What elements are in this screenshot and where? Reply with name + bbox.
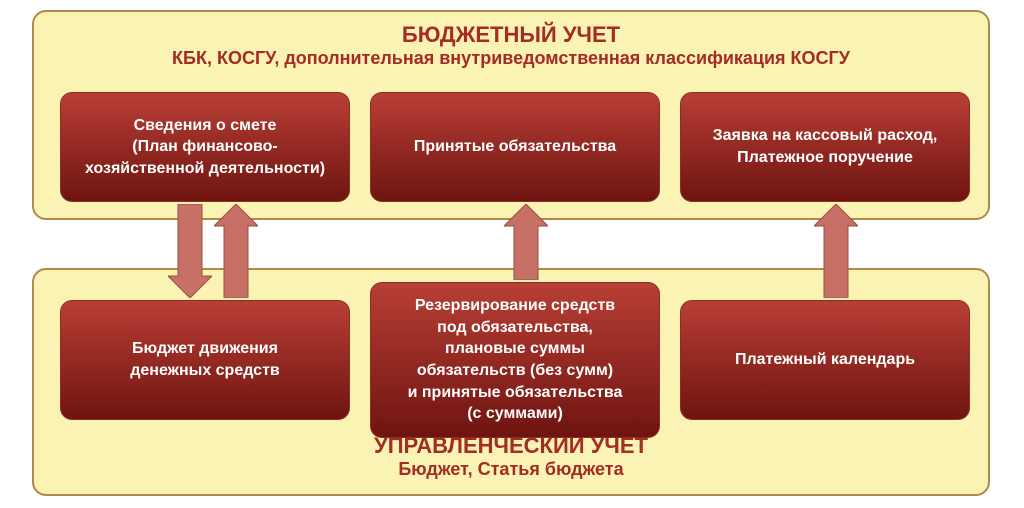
arrow-up-icon [214, 204, 258, 298]
card-text-line: хозяйственной деятельности) [85, 158, 325, 180]
card-text-line: денежных средств [130, 360, 280, 382]
card-text-line: Сведения о смете [134, 115, 277, 137]
card-text-line: Резервирование средств [415, 295, 615, 317]
card-prinyatye-obyazatelstva: Принятые обязательства [370, 92, 660, 202]
card-text-line: Бюджет движения [132, 338, 278, 360]
card-text-line: (с суммами) [467, 403, 563, 425]
card-text-line: плановые суммы [445, 338, 585, 360]
arrow-up-icon [814, 204, 858, 298]
card-text-line: Платежный календарь [735, 349, 915, 371]
card-rezervirovanie-sredstv: Резервирование средствпод обязательства,… [370, 282, 660, 438]
card-svedeniya-o-smete: Сведения о смете(План финансово-хозяйств… [60, 92, 350, 202]
card-zayavka-na-raskhod: Заявка на кассовый расход,Платежное пору… [680, 92, 970, 202]
top-panel-subtitle: КБК, КОСГУ, дополнительная внутриведомст… [34, 48, 988, 69]
arrow-down-icon [168, 204, 212, 298]
card-text-line: под обязательства, [437, 317, 593, 339]
card-text-line: и принятые обязательства [408, 382, 623, 404]
arrow-up-icon [504, 204, 548, 280]
card-text-line: Платежное поручение [737, 147, 913, 169]
card-text-line: обязательств (без сумм) [417, 360, 613, 382]
card-platezhnyy-kalendar: Платежный календарь [680, 300, 970, 420]
card-text-line: Принятые обязательства [414, 136, 616, 158]
card-byudzhet-dvizheniya: Бюджет движенияденежных средств [60, 300, 350, 420]
bottom-panel-subtitle: Бюджет, Статья бюджета [34, 459, 988, 480]
card-text-line: Заявка на кассовый расход, [713, 125, 938, 147]
card-text-line: (План финансово- [132, 136, 277, 158]
top-panel-title: БЮДЖЕТНЫЙ УЧЕТ [34, 22, 988, 48]
